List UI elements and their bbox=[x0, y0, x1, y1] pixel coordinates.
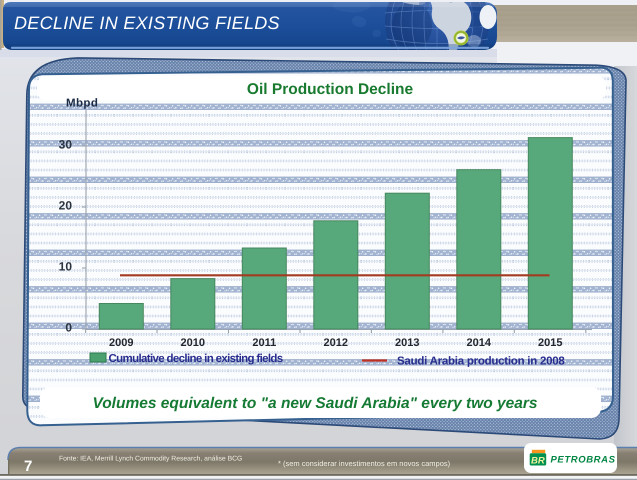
svg-text:0: 0 bbox=[65, 321, 72, 335]
svg-text:Cumulative decline in existing: Cumulative decline in existing fields bbox=[109, 353, 283, 365]
svg-text:2011: 2011 bbox=[252, 337, 276, 349]
svg-text:7: 7 bbox=[24, 458, 32, 475]
svg-text:2013: 2013 bbox=[395, 337, 419, 349]
svg-text:Mbpd: Mbpd bbox=[66, 98, 98, 110]
svg-text:2012: 2012 bbox=[324, 337, 348, 349]
svg-text:Saudi Arabia production in 200: Saudi Arabia production in 2008 bbox=[397, 356, 565, 368]
svg-text:* (sem considerar investimento: * (sem considerar investimentos em novos… bbox=[278, 459, 451, 468]
svg-text:Volumes equivalent to "a new: Volumes equivalent to "a new Saudi Arabi… bbox=[92, 395, 537, 412]
svg-text:Oil Production Decline: Oil Production Decline bbox=[247, 81, 414, 98]
svg-text:2015: 2015 bbox=[538, 337, 562, 349]
svg-text:2014: 2014 bbox=[467, 337, 492, 349]
svg-text:10: 10 bbox=[59, 260, 73, 274]
svg-text:PETROBRAS: PETROBRAS bbox=[551, 455, 616, 466]
svg-text:30: 30 bbox=[59, 138, 73, 152]
svg-text:Fonte: IEA, Merrill Lynch Comm: Fonte: IEA, Merrill Lynch Commodity Rese… bbox=[59, 456, 242, 463]
svg-text:DECLINE IN EXISTING FIELDS: DECLINE IN EXISTING FIELDS bbox=[14, 13, 280, 33]
svg-text:2010: 2010 bbox=[181, 337, 205, 349]
svg-text:2009: 2009 bbox=[109, 337, 133, 349]
svg-text:BR: BR bbox=[531, 456, 545, 467]
svg-text:20: 20 bbox=[59, 199, 73, 213]
